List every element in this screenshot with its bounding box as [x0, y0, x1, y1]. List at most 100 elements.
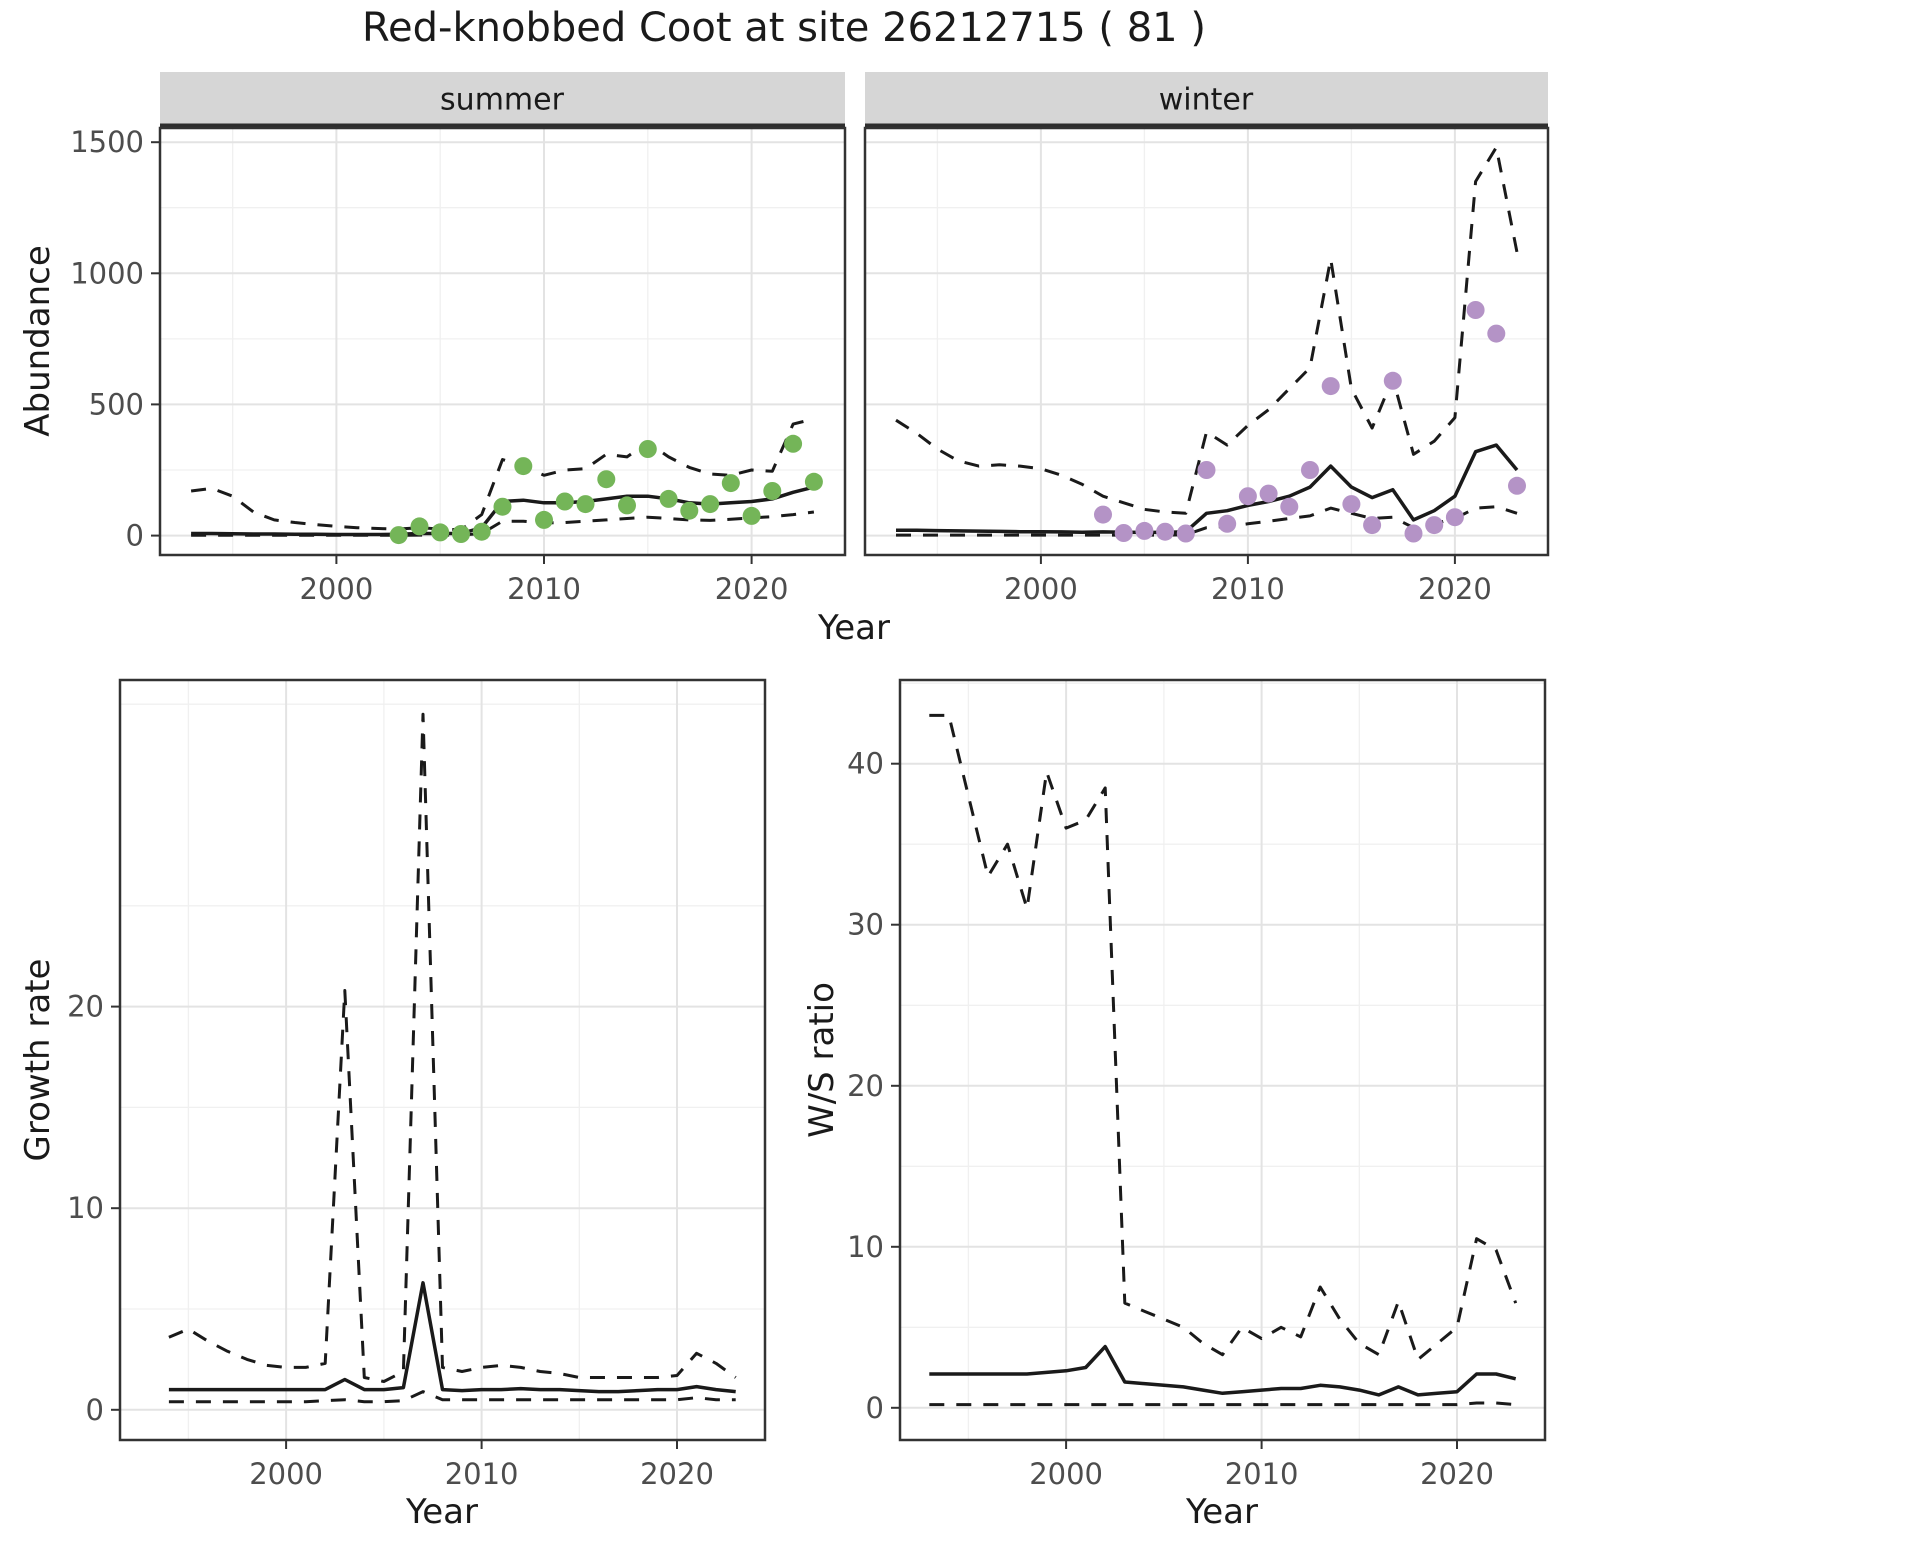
observed-point [431, 523, 450, 542]
y-tick-label: 20 [67, 990, 104, 1024]
ws_ratio-upper_95ci-line [929, 713, 1518, 1361]
observed-point [1383, 371, 1402, 390]
y-tick-label: 30 [847, 908, 884, 942]
panel-border [158, 126, 847, 557]
x-axis-label-year-bottom-left: Year [406, 1492, 478, 1532]
x-tick-label: 2000 [1029, 1457, 1103, 1491]
facet-strip [865, 72, 1548, 128]
growth_rate-fit-line [168, 1281, 736, 1394]
observed-point [1301, 461, 1319, 479]
y-tick-label: 1500 [70, 125, 144, 159]
observed-point [1218, 514, 1237, 533]
observed-point [535, 510, 553, 529]
growth_rate-lower_95ci-line [168, 1390, 736, 1404]
y-tick-label: 10 [67, 1191, 104, 1225]
observed-point [659, 489, 678, 508]
y-axis-label-growth-rate: Growth rate [18, 958, 58, 1162]
observed-point [1280, 497, 1299, 516]
panel-growth_rate: 2000 2010 2020 0 10 20 [67, 678, 767, 1491]
y-tick-label: 40 [847, 747, 884, 781]
observed-point [1114, 524, 1133, 542]
x-tick-label: 2010 [507, 572, 581, 606]
facet-strip [160, 72, 845, 128]
y-axis-label-abundance: Abundance [18, 245, 58, 437]
observed-point [618, 496, 636, 515]
observed-point [555, 492, 574, 511]
facet-label-summer: summer [440, 82, 564, 118]
observed-point [472, 522, 491, 541]
observed-point [514, 457, 533, 476]
observed-point [1425, 516, 1444, 535]
abundance_summer-lower_95ci-line [191, 510, 815, 537]
x-axis-label-year-bottom-right: Year [1186, 1492, 1258, 1532]
y-tick-label: 0 [86, 1393, 104, 1427]
ws_ratio-lower_95ci-line [929, 1401, 1516, 1407]
y-tick-label: 500 [89, 387, 144, 421]
abundance_summer-points [389, 434, 823, 545]
x-tick-label: 2020 [640, 1457, 714, 1491]
y-tick-label: 0 [866, 1391, 884, 1425]
observed-point [1156, 522, 1175, 541]
observed-point [763, 482, 782, 500]
observed-point [1342, 495, 1361, 514]
x-tick-label: 2020 [1420, 1457, 1494, 1491]
observed-point [1466, 301, 1485, 319]
observed-point [742, 506, 761, 525]
observed-point [1197, 461, 1216, 479]
x-axis-label-year-top: Year [818, 608, 890, 648]
panel-background [120, 680, 765, 1440]
panel-background [865, 128, 1548, 555]
observed-point [721, 474, 740, 493]
x-tick-label: 2020 [715, 572, 789, 606]
x-tick-label: 2000 [299, 572, 373, 606]
y-axis-label-ws-ratio: W/S ratio [802, 982, 842, 1138]
panel-abundance_summer: 2000 2010 2020 0 500 1000 1500 [70, 72, 847, 606]
panel-border [898, 678, 1547, 1442]
observed-point [1321, 377, 1340, 396]
panel-abundance_winter: 2000 2010 2020 [863, 72, 1550, 606]
panel-border [863, 126, 1550, 557]
chart-title: Red-knobbed Coot at site 26212715 ( 81 ) [362, 5, 1206, 51]
observed-point [1135, 521, 1154, 540]
observed-point [410, 517, 429, 536]
observed-point [784, 434, 803, 453]
observed-point [804, 472, 823, 491]
observed-point [1094, 505, 1112, 524]
observed-point [1487, 324, 1506, 343]
observed-point [1445, 508, 1464, 527]
x-tick-label: 2000 [249, 1457, 323, 1491]
observed-point [576, 495, 595, 514]
y-tick-label: 1000 [70, 256, 144, 290]
observed-point [680, 501, 699, 520]
panel-background [900, 680, 1545, 1440]
x-tick-label: 2020 [1418, 572, 1492, 606]
y-tick-label: 10 [847, 1230, 884, 1264]
observed-point [1176, 524, 1195, 543]
x-tick-label: 2010 [1225, 1457, 1299, 1491]
observed-point [701, 495, 720, 514]
observed-point [1238, 487, 1257, 506]
observed-point [493, 497, 512, 516]
ws_ratio-fit-line [929, 1344, 1517, 1397]
observed-point [597, 470, 616, 489]
abundance_winter-points [1094, 301, 1526, 543]
abundance_winter-upper_95ci-line [895, 145, 1519, 515]
observed-point [389, 526, 408, 545]
observed-point [1508, 476, 1526, 495]
y-tick-label: 20 [847, 1069, 884, 1103]
observed-point [1363, 516, 1382, 535]
x-tick-label: 2000 [1004, 572, 1078, 606]
facet-label-winter: winter [1158, 82, 1254, 118]
observed-point [452, 525, 470, 543]
observed-point [1404, 524, 1423, 543]
panel-ws_ratio: 2000 2010 2020 0 10 20 30 40 [847, 678, 1547, 1491]
observed-point [1259, 484, 1278, 503]
x-tick-label: 2010 [1211, 572, 1285, 606]
x-tick-label: 2010 [445, 1457, 519, 1491]
panel-background [160, 128, 845, 555]
observed-point [638, 440, 657, 458]
y-tick-label: 0 [126, 519, 144, 553]
panel-border [118, 678, 767, 1442]
